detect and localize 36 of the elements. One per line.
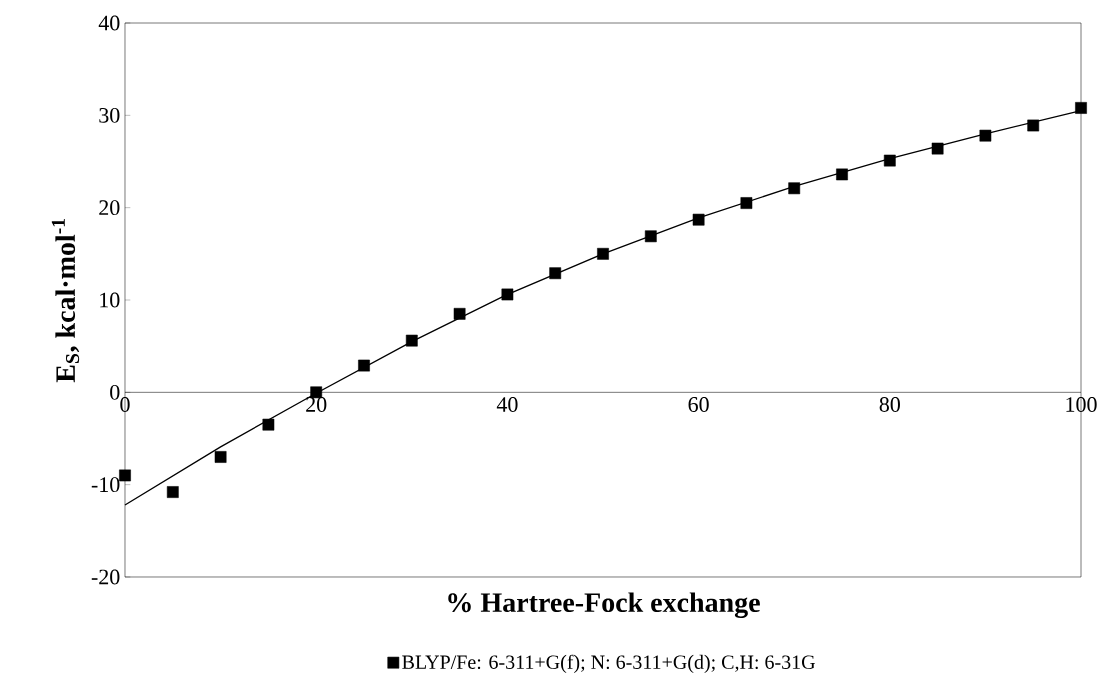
point (549, 267, 562, 280)
y-tick-label: 10 (100, 292, 120, 308)
y-tick-label: -20 (91, 569, 120, 585)
point (1075, 102, 1087, 114)
point (644, 230, 657, 243)
x-axis-title: % Hartree-Fock exchange (448, 592, 760, 618)
x-tick-label: 20 (306, 397, 327, 412)
point (788, 182, 801, 195)
point (405, 334, 418, 347)
point (262, 418, 275, 431)
point (931, 142, 944, 155)
point (501, 288, 514, 301)
point (453, 307, 466, 320)
y-axis-title: E$_{S}$, kcal·mol$^{-1}$ (51, 218, 80, 383)
x-tick-label: 60 (688, 397, 709, 412)
legend-label: BLYP/Fe: 6-311+G(f); N: 6-311+G(d); C,H: 6-31G (402, 654, 815, 673)
x-tick-label: 80 (879, 397, 900, 412)
point (883, 154, 896, 167)
point (836, 168, 848, 181)
point (979, 129, 992, 142)
y-tick-label: 40 (98, 15, 120, 31)
x-tick-label: 0 (120, 397, 130, 412)
point (597, 247, 609, 260)
y-tick-label: 20 (99, 200, 120, 216)
y-tick-label: 0 (110, 384, 120, 400)
point (1027, 119, 1040, 132)
point (358, 359, 370, 372)
y-tick-label: 30 (99, 107, 120, 123)
point (740, 197, 753, 209)
point (119, 469, 131, 482)
point (692, 213, 705, 226)
point (214, 451, 227, 463)
y-tick-label: -10 (91, 477, 120, 493)
x-tick-label: 40 (496, 397, 518, 412)
point (166, 486, 179, 498)
x-tick-label: 100 (1066, 397, 1097, 412)
